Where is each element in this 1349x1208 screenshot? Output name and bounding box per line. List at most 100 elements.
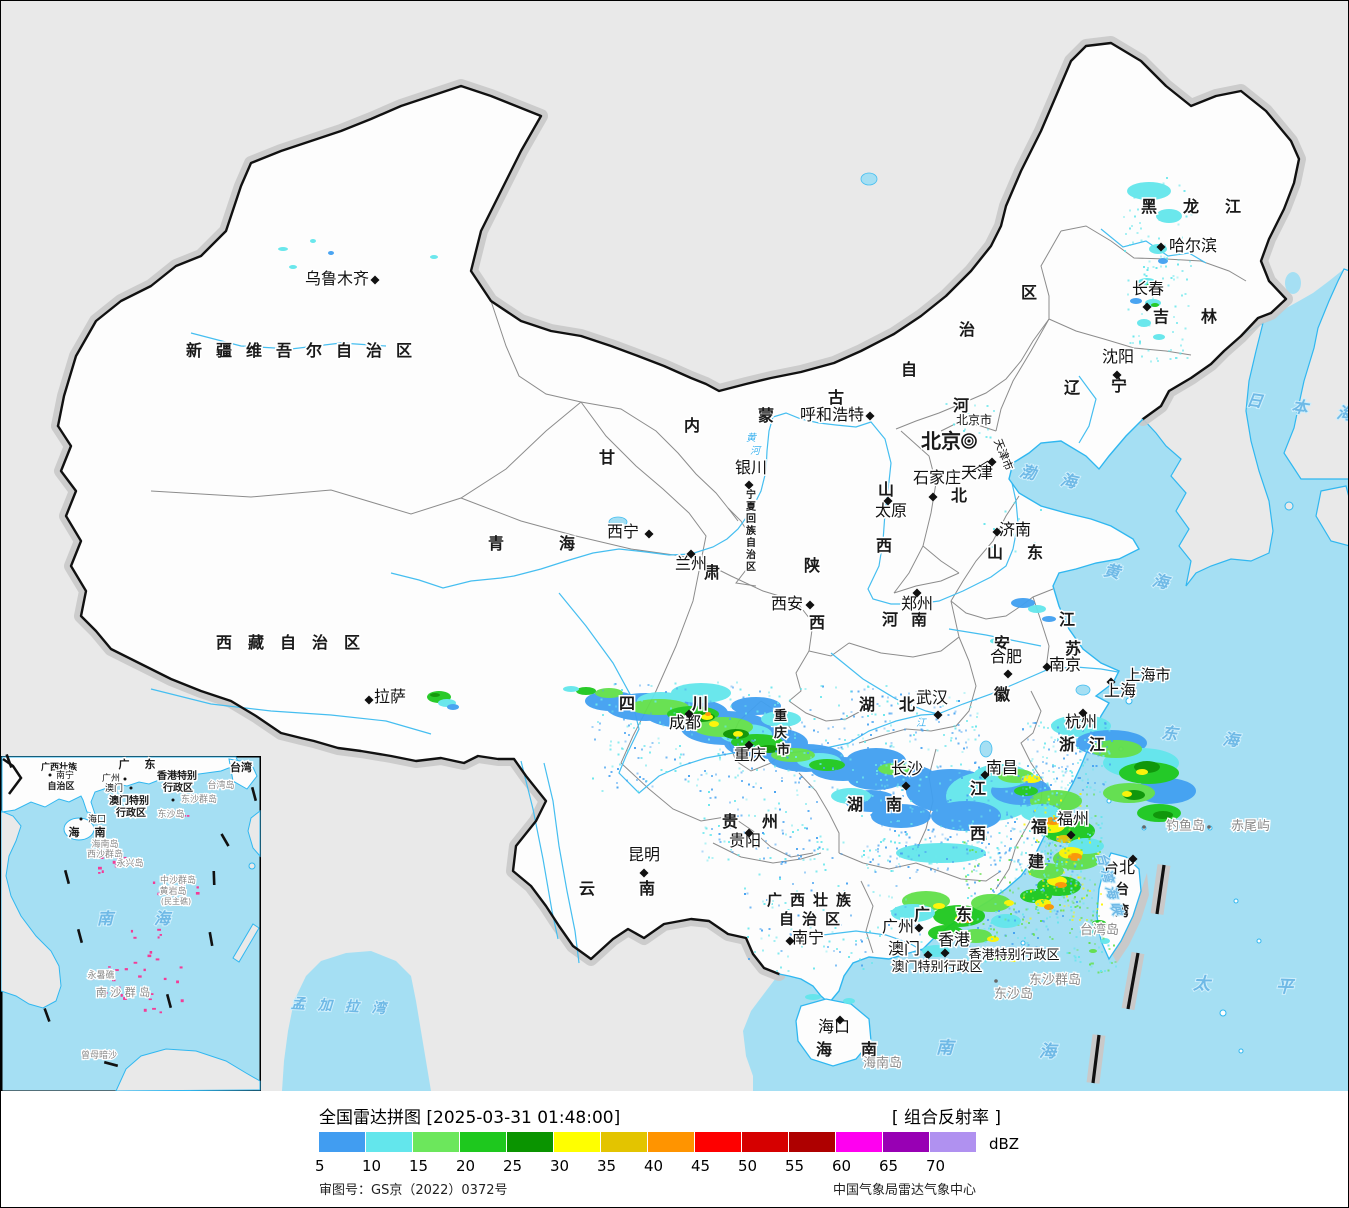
pearl-river [790,930,924,952]
reef-marker [159,1011,163,1014]
inset-vietnam [1,810,62,1009]
scale-value-55: 55 [785,1157,805,1175]
radar-echo [671,683,731,703]
reef-marker [138,975,142,978]
dash-line-segments [1086,864,1171,1084]
reef-marker [124,968,128,971]
city-label: 武汉 [916,688,948,707]
radar-speckles [961,841,1083,963]
province-label: 江 [1059,610,1075,629]
inset-palawan [232,923,260,963]
city-label: 沈阳 [1102,347,1134,366]
province-label: 湾 [1115,903,1129,920]
radar-echo [1130,298,1142,304]
province-label: 庆 [773,725,787,741]
inset-luzon [247,809,261,858]
inset-label: 东沙群岛 [181,793,217,805]
radar-speckles [1123,176,1193,363]
province-label: 江 [970,779,986,798]
agency-credit: 中国气象局雷达气象中心 [832,1183,976,1198]
island-dot [1142,825,1146,829]
reef-marker [157,928,161,931]
province-label: 建 [1028,852,1044,871]
han-river [830,652,939,715]
inset-dash [220,833,230,847]
city-label: 石家庄 [913,468,961,487]
radar-echo [809,759,845,771]
province-label: 徽 [993,685,1011,704]
lake-khanka [1285,272,1301,294]
radar-speckles [945,403,995,439]
radar-echo [771,748,815,762]
province-label: 山 [878,480,894,499]
inset-mindoro [248,862,256,870]
inset-label: 中沙群岛 [160,874,196,886]
inset-dash-line [5,753,258,1068]
city-label: 贵阳 [729,831,761,850]
inset-city-dot [171,798,175,802]
province-label: 市 [777,742,790,758]
province-label: 宁夏回族自治区 [745,488,757,573]
radar-echo [1122,791,1132,797]
radar-echo [931,801,1001,831]
radar-echo [971,894,1011,912]
scale-swatch-35 [601,1132,648,1152]
reef-marker [159,934,162,936]
province-label: 治 [959,320,975,339]
japan-kyushu [1315,485,1348,547]
reef-marker [114,864,119,868]
unit-label: dBZ [989,1135,1020,1153]
inset-label: 海 [154,909,173,928]
reef-marker [98,872,101,874]
inset-dash [76,928,84,944]
inset-label: 自治区 [47,780,74,792]
city-label: 澳门特别行政区 [891,959,982,975]
inset-dash [250,786,258,802]
reef-marker [186,815,190,817]
radar-echo [1044,904,1054,910]
sea-bay-of-bengal [282,951,431,1091]
japan-honshu [1283,268,1348,480]
radar-echo [831,788,871,804]
reef-marker [98,866,102,870]
city-label: 上海市 [1125,666,1170,684]
inset-label: 广西壮族 [41,761,78,773]
scale-swatch-5 [319,1132,366,1152]
reef-marker [176,980,179,984]
city-label: 济南 [999,520,1031,539]
island-label: 钓鱼岛 [1166,818,1205,834]
province-label: 古 [828,388,844,407]
yarlung-river [150,688,432,735]
city-label: 南昌 [986,758,1018,777]
inset-label: 海 [69,825,80,839]
radar-echo [965,919,973,923]
scale-swatch-60 [836,1132,883,1152]
radar-echo [1119,762,1179,784]
scale-value-15: 15 [409,1157,429,1175]
reef-marker [151,993,154,995]
inset-china-strip [1,756,240,815]
inset-label: 南 [95,825,106,839]
radar-echo [1127,182,1171,200]
reef-marker [116,857,121,860]
liao-river [1078,375,1097,444]
province-label: 肃 [704,563,720,582]
capital-marker [967,439,971,443]
reef-marker [103,992,108,994]
scale-value-40: 40 [644,1157,664,1175]
reef-marker [133,936,137,939]
river-label: 黄 [746,432,757,444]
reef-marker [196,886,199,889]
inset-hainan [63,817,95,841]
china-border [56,41,1301,976]
radar-speckles [1087,910,1117,974]
inset-label: 广州 [102,772,120,784]
city-marker [1142,302,1152,312]
lancang-river [543,762,580,964]
inset-dash [208,931,214,947]
province-label: 湖北 [859,695,939,714]
radar-echo [1151,303,1159,307]
